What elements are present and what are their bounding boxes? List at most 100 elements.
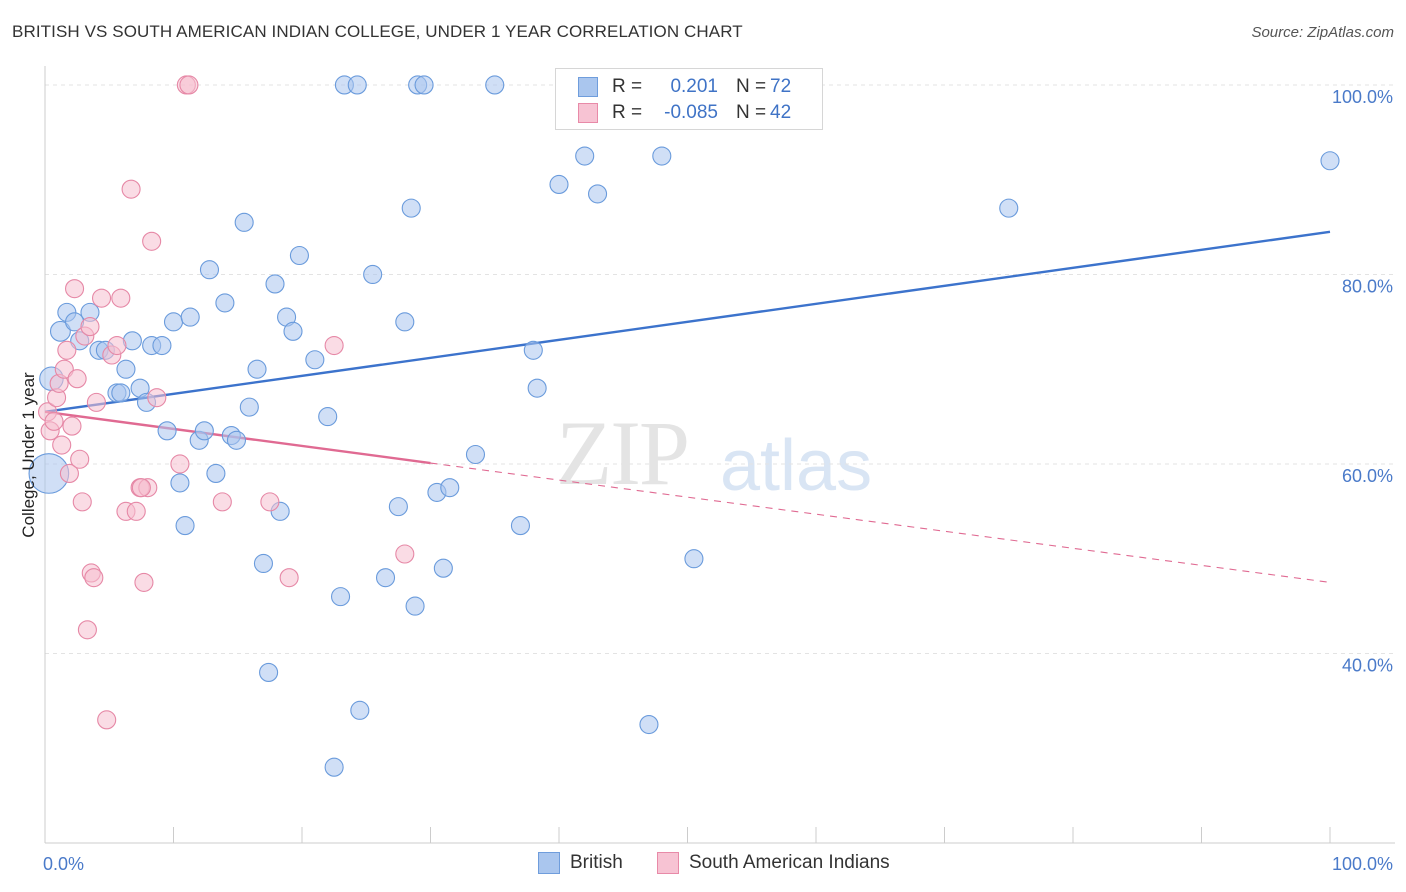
legend-item-south-american-indians[interactable]: South American Indians	[657, 852, 890, 874]
data-point	[465, 444, 486, 465]
data-point	[510, 516, 531, 536]
data-point	[194, 421, 214, 441]
data-point	[84, 568, 104, 588]
trend-line	[44, 230, 1331, 414]
watermark-zip: ZIP	[556, 402, 690, 504]
data-point	[375, 568, 396, 588]
data-point	[363, 264, 383, 285]
legend-r-value: -0.085	[664, 102, 718, 123]
data-point	[65, 279, 85, 299]
data-point	[163, 312, 184, 332]
data-point	[215, 293, 235, 313]
x-tick-label-min: 0.0%	[43, 854, 84, 874]
data-point	[111, 288, 131, 308]
legend-swatch-south-american-indians	[578, 103, 598, 123]
data-point	[131, 478, 151, 498]
data-point	[170, 454, 190, 474]
data-point	[279, 568, 299, 588]
y-tick-label: 80.0%	[1342, 276, 1393, 296]
data-point	[212, 492, 232, 512]
data-point	[126, 501, 146, 521]
chart-title: BRITISH VS SOUTH AMERICAN INDIAN COLLEGE…	[12, 22, 743, 41]
data-point	[350, 700, 370, 720]
data-point	[206, 463, 226, 484]
data-point	[86, 392, 106, 412]
data-point	[157, 421, 177, 441]
series-south-american-indians	[38, 75, 415, 730]
axis-layer	[44, 66, 1395, 844]
data-point	[440, 478, 460, 498]
data-point	[234, 212, 254, 232]
legend-swatch-british	[538, 852, 560, 874]
data-point	[111, 383, 131, 403]
data-point	[395, 544, 415, 564]
data-point	[147, 388, 167, 408]
data-point	[54, 359, 74, 379]
data-point	[318, 407, 338, 427]
legend-item-british[interactable]: British	[538, 852, 623, 874]
data-point	[180, 307, 200, 327]
data-point	[639, 715, 659, 735]
data-point	[49, 320, 71, 342]
legend-n-value: 42	[770, 102, 792, 123]
legend-row-south-american-indians: R = -0.085 N = 42	[578, 100, 791, 126]
data-point	[260, 492, 280, 512]
data-point	[170, 473, 190, 493]
data-point	[1320, 151, 1340, 171]
series-legend: British South American Indians	[0, 852, 1406, 878]
data-point	[59, 463, 79, 484]
legend-n-value: 72	[770, 76, 792, 97]
series-british	[28, 75, 1340, 777]
data-point	[684, 549, 704, 569]
data-point	[91, 288, 112, 308]
data-point	[324, 757, 344, 777]
data-point	[324, 335, 344, 356]
data-point	[62, 416, 82, 436]
legend-item-label: British	[570, 852, 623, 873]
legend-row-british: R = 0.201 N = 72	[578, 74, 791, 100]
data-point	[116, 359, 136, 379]
correlation-legend: R = 0.201 N = 72 R = -0.085 N = 42	[555, 68, 823, 130]
data-point	[347, 75, 367, 95]
data-point	[97, 710, 117, 730]
data-point	[107, 335, 127, 356]
data-point	[999, 198, 1019, 218]
data-point	[239, 397, 259, 417]
legend-swatch-south-american-indians	[657, 852, 679, 874]
data-point	[142, 231, 162, 251]
data-point	[652, 146, 672, 166]
data-point	[549, 174, 569, 194]
data-point	[152, 335, 172, 356]
data-point	[305, 350, 325, 370]
data-point	[414, 75, 434, 95]
trend-line-dashed	[430, 462, 1331, 583]
legend-r-value: 0.201	[670, 76, 718, 97]
data-point	[587, 184, 608, 204]
data-point	[485, 75, 505, 95]
data-point	[199, 260, 220, 280]
points-layer	[28, 75, 1340, 777]
data-point	[289, 245, 309, 266]
legend-item-label: South American Indians	[689, 852, 890, 873]
y-tick-label: 100.0%	[1332, 87, 1393, 107]
legend-swatch-british	[578, 77, 598, 97]
data-point	[283, 321, 303, 341]
data-point	[433, 558, 453, 578]
data-point	[77, 620, 97, 640]
data-point	[330, 587, 351, 607]
data-point	[134, 572, 154, 592]
data-point	[247, 359, 267, 379]
data-point	[575, 146, 595, 166]
watermark-atlas: atlas	[720, 426, 873, 506]
y-tick-label: 60.0%	[1342, 466, 1393, 486]
legend-r-label: R =	[612, 76, 643, 97]
x-tick-label-max: 100.0%	[1332, 854, 1393, 874]
data-point	[121, 179, 141, 199]
data-point	[80, 317, 100, 337]
data-point	[72, 492, 92, 512]
trend-layer	[44, 230, 1331, 583]
data-point	[527, 378, 547, 398]
data-point	[253, 553, 274, 574]
data-point	[70, 449, 90, 469]
label-layer: 40.0% 60.0% 80.0% 100.0% 0.0% 100.0% College, …	[19, 87, 1393, 874]
